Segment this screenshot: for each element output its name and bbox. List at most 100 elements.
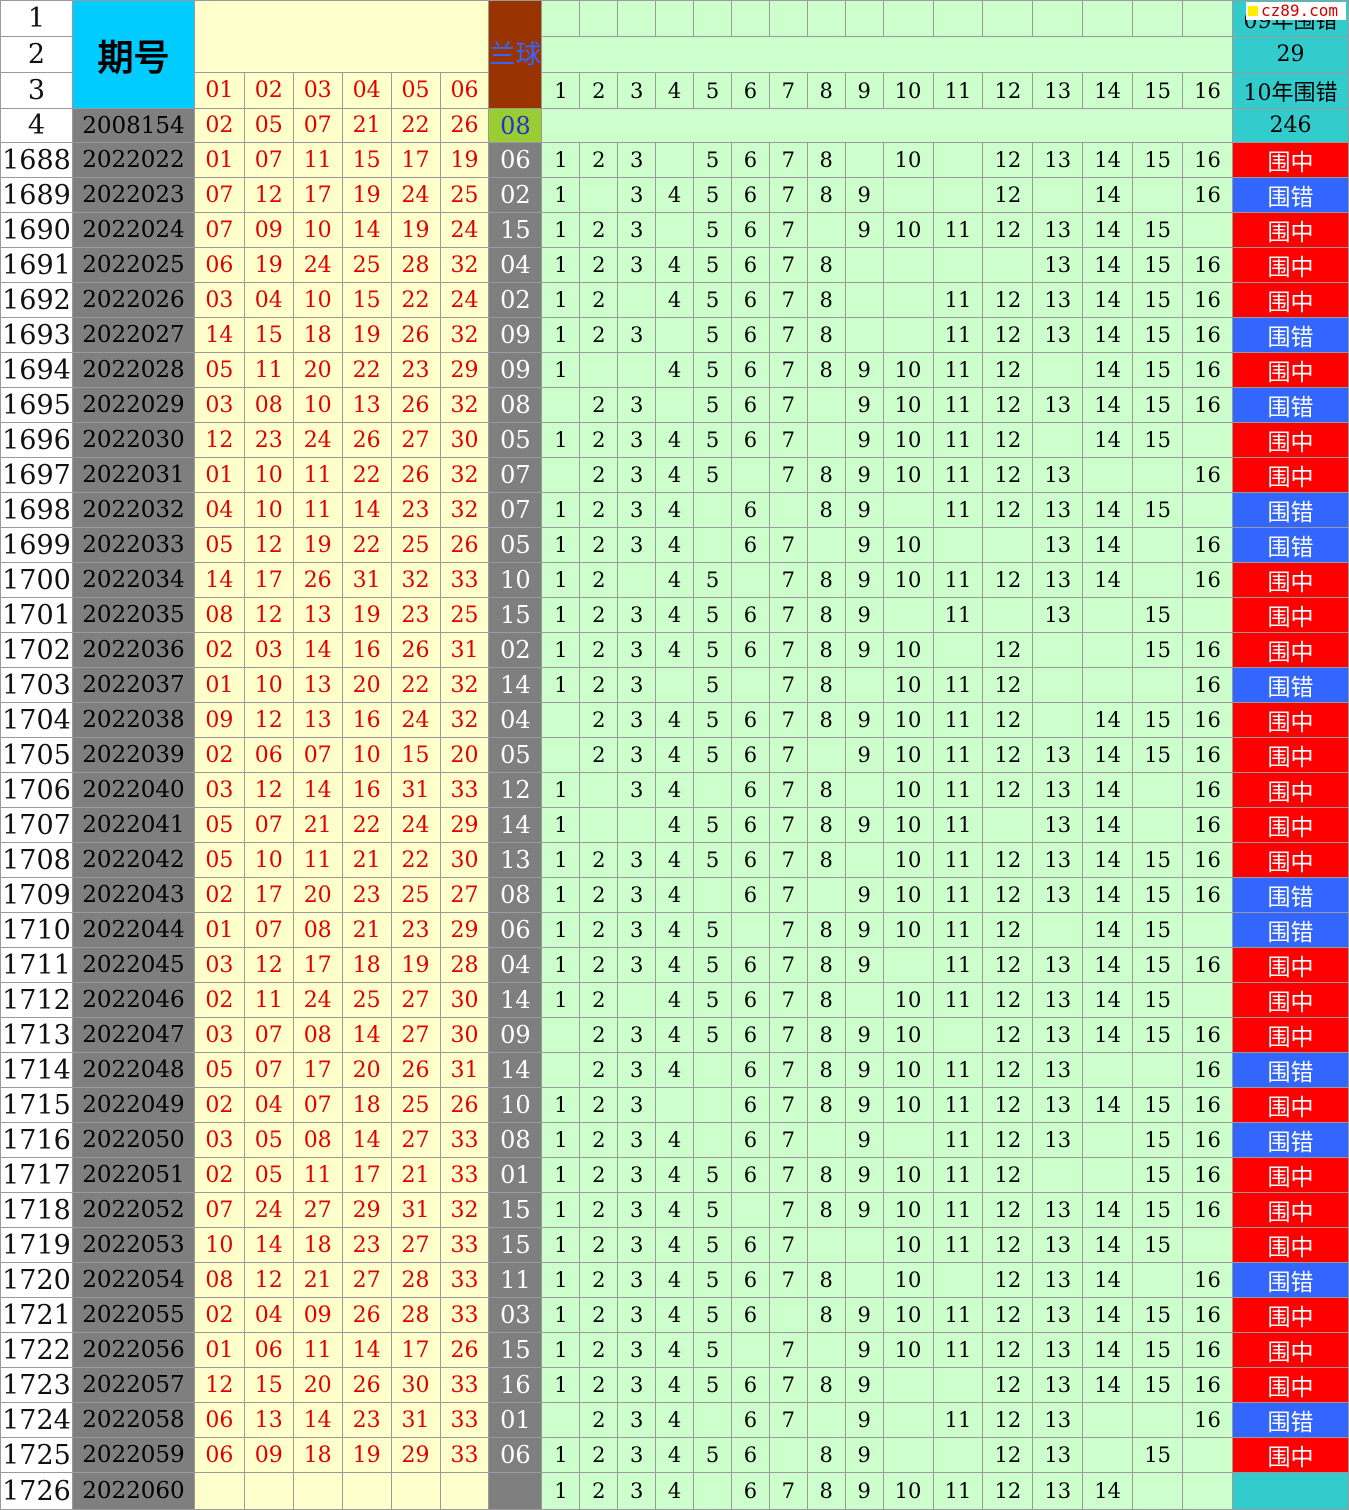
mark-cell[interactable]: 5 bbox=[693, 352, 732, 388]
row-number[interactable]: 1726 bbox=[0, 1472, 73, 1510]
mark-cell[interactable]: 2 bbox=[579, 317, 619, 353]
mark-cell[interactable]: 4 bbox=[655, 982, 695, 1018]
mark-cell[interactable]: 5 bbox=[693, 1437, 732, 1473]
red-ball-cell[interactable]: 22 bbox=[390, 667, 441, 703]
red-ball-cell[interactable]: 04 bbox=[193, 492, 245, 528]
red-ball-cell[interactable]: 04 bbox=[243, 282, 294, 318]
mark-cell[interactable]: 9 bbox=[844, 1052, 884, 1088]
red-ball-cell[interactable]: 26 bbox=[390, 1052, 441, 1088]
mark-cell[interactable]: 13 bbox=[1032, 1402, 1084, 1438]
blue-ball-cell[interactable] bbox=[488, 1472, 543, 1510]
red-ball-cell[interactable]: 10 bbox=[292, 282, 343, 318]
mark-cell[interactable] bbox=[844, 282, 884, 318]
mark-cell[interactable]: 8 bbox=[806, 1437, 846, 1473]
mark-cell[interactable]: 11 bbox=[932, 702, 984, 738]
mark-cell[interactable] bbox=[1082, 1122, 1134, 1158]
mark-cell[interactable]: 12 bbox=[982, 1052, 1034, 1088]
mark-cell[interactable]: 1 bbox=[541, 177, 581, 213]
num-header-blank[interactable] bbox=[1082, 0, 1134, 37]
red-ball-cell[interactable]: 24 bbox=[439, 212, 490, 248]
mark-cell[interactable]: 12 bbox=[982, 737, 1034, 773]
mark-cell[interactable]: 14 bbox=[1082, 1472, 1134, 1510]
mark-cell[interactable]: 5 bbox=[693, 457, 732, 493]
num-header-blank[interactable] bbox=[730, 0, 770, 37]
period-cell[interactable]: 2022029 bbox=[71, 387, 195, 423]
red-ball-cell[interactable]: 06 bbox=[193, 247, 245, 283]
mark-cell[interactable] bbox=[932, 1262, 984, 1298]
mark-cell[interactable]: 15 bbox=[1132, 1157, 1184, 1193]
mark-cell[interactable] bbox=[655, 212, 695, 248]
mark-cell[interactable]: 1 bbox=[541, 877, 581, 913]
mark-cell[interactable]: 2 bbox=[579, 1437, 619, 1473]
mark-cell[interactable]: 14 bbox=[1082, 1087, 1134, 1123]
red-ball-cell[interactable]: 14 bbox=[193, 317, 245, 353]
mark-cell[interactable]: 4 bbox=[655, 1472, 695, 1510]
red-ball-cell[interactable]: 27 bbox=[390, 982, 441, 1018]
mark-cell[interactable]: 2 bbox=[579, 1157, 619, 1193]
red-ball-cell[interactable]: 12 bbox=[243, 947, 294, 983]
blue-ball-cell[interactable]: 10 bbox=[488, 562, 543, 598]
red-ball-cell[interactable]: 21 bbox=[390, 1157, 441, 1193]
red-ball-cell[interactable]: 02 bbox=[193, 108, 245, 143]
mark-cell[interactable]: 8 bbox=[806, 1017, 846, 1053]
mark-cell[interactable]: 16 bbox=[1182, 317, 1233, 353]
red-ball-cell[interactable]: 23 bbox=[390, 912, 441, 948]
mark-cell[interactable]: 6 bbox=[730, 1227, 770, 1263]
num-header-blank[interactable] bbox=[1132, 0, 1184, 37]
mark-cell[interactable]: 6 bbox=[730, 1157, 770, 1193]
red-ball-cell[interactable]: 12 bbox=[243, 1262, 294, 1298]
red-ball-cell[interactable]: 19 bbox=[341, 317, 392, 353]
mark-cell[interactable]: 15 bbox=[1132, 1227, 1184, 1263]
mark-cell[interactable]: 2 bbox=[579, 912, 619, 948]
red-ball-cell[interactable]: 06 bbox=[193, 1437, 245, 1473]
red-ball-cell[interactable]: 26 bbox=[390, 387, 441, 423]
red-ball-cell[interactable]: 22 bbox=[390, 842, 441, 878]
mark-cell[interactable] bbox=[806, 877, 846, 913]
mark-cell[interactable]: 7 bbox=[768, 842, 808, 878]
mark-cell[interactable]: 10 bbox=[882, 212, 934, 248]
red-ball-cell[interactable]: 19 bbox=[341, 1437, 392, 1473]
mark-cell[interactable]: 13 bbox=[1032, 1227, 1084, 1263]
red-ball-cell[interactable]: 24 bbox=[292, 247, 343, 283]
mark-cell[interactable] bbox=[693, 492, 732, 528]
result-cell[interactable]: 围错 bbox=[1231, 877, 1349, 913]
row-number[interactable]: 1698 bbox=[0, 492, 73, 528]
mark-cell[interactable]: 7 bbox=[768, 1017, 808, 1053]
mark-cell[interactable]: 13 bbox=[1032, 772, 1084, 808]
red-ball-cell[interactable]: 27 bbox=[390, 1227, 441, 1263]
mark-cell[interactable]: 9 bbox=[844, 702, 884, 738]
mark-cell[interactable]: 6 bbox=[730, 422, 770, 458]
mark-cell[interactable]: 7 bbox=[768, 1157, 808, 1193]
mark-cell[interactable]: 7 bbox=[768, 562, 808, 598]
red-ball-cell[interactable]: 30 bbox=[439, 842, 490, 878]
mark-cell[interactable]: 8 bbox=[806, 1192, 846, 1228]
result-cell[interactable]: 围中 bbox=[1231, 947, 1349, 983]
mark-cell[interactable]: 12 bbox=[982, 1437, 1034, 1473]
period-cell[interactable]: 2022044 bbox=[71, 912, 195, 948]
mark-cell[interactable]: 16 bbox=[1182, 1332, 1233, 1368]
mark-cell[interactable] bbox=[730, 667, 770, 703]
red-ball-cell[interactable]: 30 bbox=[439, 1017, 490, 1053]
mark-cell[interactable]: 15 bbox=[1132, 982, 1184, 1018]
mark-cell[interactable] bbox=[1082, 632, 1134, 668]
mark-cell[interactable] bbox=[1082, 597, 1134, 633]
result-cell[interactable]: 围中 bbox=[1231, 1367, 1349, 1403]
mark-cell[interactable]: 12 bbox=[982, 177, 1034, 213]
red-ball-cell[interactable]: 31 bbox=[390, 1402, 441, 1438]
mark-cell[interactable]: 8 bbox=[806, 492, 846, 528]
red-ball-cell[interactable]: 19 bbox=[341, 177, 392, 213]
red-ball-cell[interactable]: 10 bbox=[292, 387, 343, 423]
mark-cell[interactable]: 12 bbox=[982, 282, 1034, 318]
mark-cell[interactable]: 10 bbox=[882, 807, 934, 843]
mark-cell[interactable]: 14 bbox=[1082, 1262, 1134, 1298]
mark-cell[interactable]: 12 bbox=[982, 1017, 1034, 1053]
mark-cell[interactable] bbox=[1032, 702, 1084, 738]
mark-cell[interactable] bbox=[541, 387, 581, 423]
mark-cell[interactable]: 2 bbox=[579, 632, 619, 668]
row-number[interactable]: 1700 bbox=[0, 562, 73, 598]
red-ball-cell[interactable]: 26 bbox=[439, 1087, 490, 1123]
mark-cell[interactable]: 6 bbox=[730, 1437, 770, 1473]
mark-cell[interactable]: 12 bbox=[982, 947, 1034, 983]
mark-cell[interactable]: 12 bbox=[982, 772, 1034, 808]
period-cell[interactable]: 2022055 bbox=[71, 1297, 195, 1333]
